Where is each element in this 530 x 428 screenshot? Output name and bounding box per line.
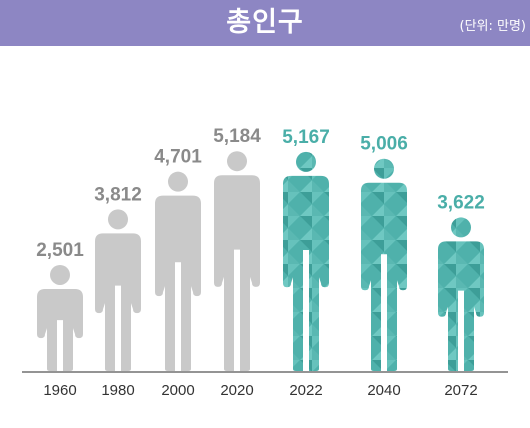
person-figure-2020: [214, 151, 260, 371]
value-label-2020: 5,184: [213, 126, 261, 147]
category-label-1960: 1960: [43, 382, 76, 399]
value-label-2022: 5,167: [282, 127, 330, 148]
value-label-2040: 5,006: [360, 134, 408, 155]
category-label-2000: 2000: [161, 382, 194, 399]
category-label-2072: 2072: [444, 382, 477, 399]
category-label-2022: 2022: [289, 382, 322, 399]
person-figure-2022: [283, 151, 329, 371]
value-label-1980: 3,812: [94, 184, 142, 205]
value-label-1960: 2,501: [36, 240, 84, 261]
person-figure-2000: [155, 171, 201, 371]
header-bar: [0, 0, 530, 46]
person-figure-2072: [438, 217, 484, 371]
person-figure-1960: [37, 264, 83, 371]
value-label-2072: 3,622: [437, 192, 485, 213]
person-figure-2040: [361, 158, 407, 371]
person-figure-1980: [95, 209, 141, 371]
category-label-1980: 1980: [101, 382, 134, 399]
page-title: 총인구: [226, 7, 304, 38]
category-label-2040: 2040: [367, 382, 400, 399]
unit-label: (단위: 만명): [459, 19, 527, 34]
value-label-2000: 4,701: [154, 147, 202, 168]
category-label-2020: 2020: [220, 382, 253, 399]
